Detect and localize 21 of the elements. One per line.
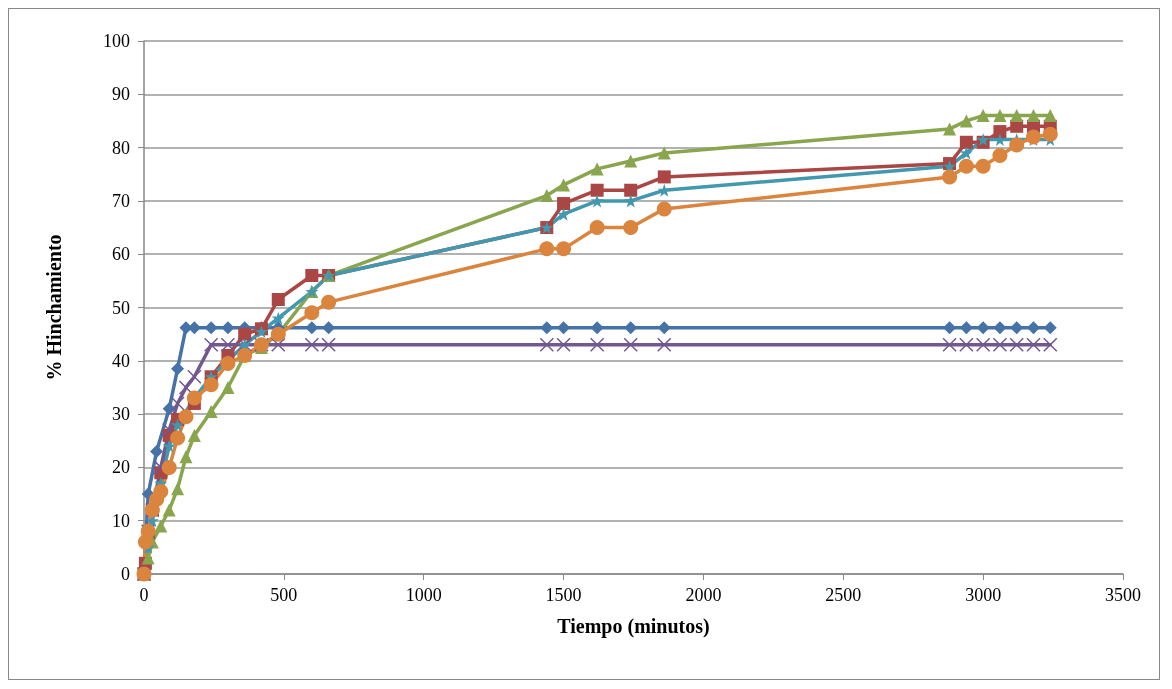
y-tick-label: 20 xyxy=(112,457,130,478)
y-tick-label: 30 xyxy=(112,404,130,425)
x-tick-label: 1500 xyxy=(545,585,582,605)
x-tick-label: 1000 xyxy=(405,585,442,605)
y-tick-label: 100 xyxy=(103,31,130,51)
y-tick-label: 70 xyxy=(112,190,130,211)
x-tick-label: 0 xyxy=(139,585,149,605)
x-axis-title: Tiempo (minutos) xyxy=(557,615,710,638)
x-tick-label: 2500 xyxy=(825,585,862,605)
y-tick-label: 60 xyxy=(112,244,130,265)
x-tick-label: 3000 xyxy=(965,585,1002,605)
x-tick-label: 2000 xyxy=(685,585,722,605)
y-tick-label: 90 xyxy=(112,84,130,105)
y-tick-label: 80 xyxy=(112,137,130,158)
y-tick-label: 50 xyxy=(112,297,130,318)
y-tick-label: 0 xyxy=(121,564,130,584)
y-axis-title: % Hinchamiento xyxy=(43,234,65,381)
y-tick-label: 10 xyxy=(112,510,130,531)
x-tick-label: 3500 xyxy=(1105,585,1141,605)
x-tick-label: 500 xyxy=(270,585,298,605)
y-tick-label: 40 xyxy=(112,350,130,371)
